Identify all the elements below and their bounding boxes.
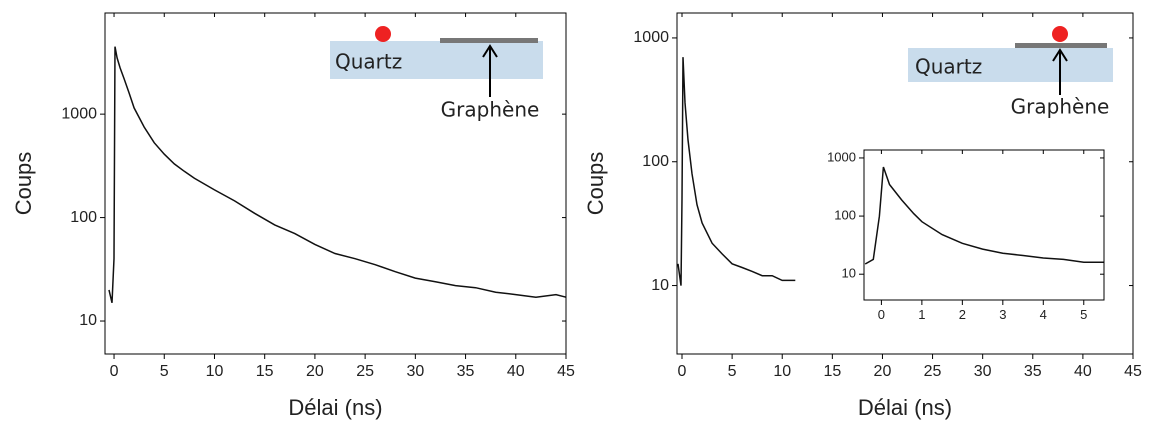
plot-frame bbox=[863, 149, 1105, 301]
quartz-substrate bbox=[330, 41, 543, 79]
x-tick-label: 20 bbox=[874, 363, 892, 380]
x-tick-label: 20 bbox=[306, 363, 324, 380]
x-tick-label: 2 bbox=[959, 307, 966, 322]
x-tick-label: 10 bbox=[773, 363, 791, 380]
x-tick-label: 35 bbox=[457, 363, 475, 380]
x-tick-label: 45 bbox=[557, 363, 575, 380]
annotation: Quartz bbox=[335, 50, 402, 74]
y-tick-label: 100 bbox=[834, 208, 856, 223]
x-tick-label: 30 bbox=[406, 363, 424, 380]
y-tick-label: 10 bbox=[651, 277, 669, 294]
x-tick-label: 5 bbox=[160, 363, 169, 380]
x-tick-label: 1 bbox=[918, 307, 925, 322]
y-axis-label: Coups bbox=[583, 152, 608, 216]
emitter bbox=[1052, 26, 1068, 42]
x-tick-label: 25 bbox=[356, 363, 374, 380]
y-tick-label: 10 bbox=[79, 312, 97, 329]
x-tick-label: 4 bbox=[1040, 307, 1047, 322]
y-tick-label: 100 bbox=[70, 209, 97, 226]
graphene-layer bbox=[440, 38, 538, 43]
y-tick-label: 1000 bbox=[633, 29, 669, 46]
x-tick-label: 15 bbox=[823, 363, 841, 380]
x-tick-label: 40 bbox=[1074, 363, 1092, 380]
y-tick-label: 100 bbox=[642, 153, 669, 170]
quartz-substrate bbox=[908, 48, 1113, 82]
annotation: Graphène bbox=[441, 98, 540, 122]
x-tick-label: 40 bbox=[507, 363, 525, 380]
arrow-head bbox=[1052, 48, 1068, 62]
x-axis-label: Délai (ns) bbox=[288, 395, 382, 420]
x-tick-label: 10 bbox=[206, 363, 224, 380]
x-tick-label: 3 bbox=[999, 307, 1006, 322]
inset-background bbox=[864, 150, 1104, 300]
x-tick-label: 35 bbox=[1024, 363, 1042, 380]
x-tick-label: 5 bbox=[1080, 307, 1087, 322]
y-tick-label: 1000 bbox=[827, 149, 856, 164]
x-tick-label: 25 bbox=[924, 363, 942, 380]
x-tick-label: 0 bbox=[878, 307, 885, 322]
x-tick-label: 30 bbox=[974, 363, 992, 380]
annotation: Graphène bbox=[1011, 95, 1110, 119]
y-tick-label: 10 bbox=[842, 266, 856, 281]
x-axis-label: Délai (ns) bbox=[858, 395, 952, 420]
data-line bbox=[108, 46, 567, 303]
x-tick-label: 45 bbox=[1124, 363, 1142, 380]
annotation: Quartz bbox=[915, 55, 982, 79]
plot-frame bbox=[676, 12, 1134, 355]
y-tick-label: 1000 bbox=[61, 105, 97, 122]
graphene-layer bbox=[1015, 43, 1107, 48]
diagram-right: Quartz Graphène bbox=[908, 26, 1113, 119]
x-tick-label: 0 bbox=[110, 363, 119, 380]
diagram-left: Quartz Graphène bbox=[330, 26, 543, 122]
arrow-head bbox=[482, 44, 498, 58]
x-tick-label: 15 bbox=[256, 363, 274, 380]
data-line bbox=[864, 166, 1104, 265]
emitter bbox=[375, 26, 391, 42]
plot-frame bbox=[104, 12, 567, 355]
data-line bbox=[677, 57, 796, 286]
x-tick-label: 0 bbox=[678, 363, 687, 380]
x-tick-label: 5 bbox=[728, 363, 737, 380]
y-axis-label: Coups bbox=[11, 152, 36, 216]
